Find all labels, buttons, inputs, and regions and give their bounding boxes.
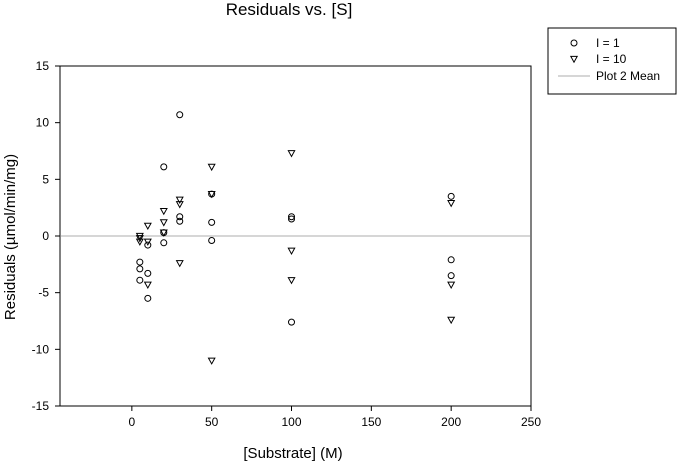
data-point-i10 — [207, 163, 216, 172]
data-point-i10 — [135, 238, 144, 246]
data-point-i10 — [143, 238, 152, 246]
data-point-i1 — [447, 272, 455, 280]
data-point-i1 — [144, 241, 152, 249]
x-tick-label: 150 — [361, 415, 381, 429]
data-point-i10 — [135, 232, 144, 241]
data-point-i10 — [143, 222, 152, 231]
data-point-i1 — [288, 318, 296, 326]
data-point-i10 — [207, 190, 216, 199]
data-points — [135, 111, 456, 365]
data-point-i1 — [136, 265, 144, 273]
y-tick-label: 0 — [42, 229, 49, 243]
data-point-i10 — [159, 229, 168, 237]
chart-title: Residuals vs. [S] — [226, 0, 353, 19]
data-point-i1 — [160, 163, 168, 171]
x-tick-label: 250 — [521, 415, 541, 429]
data-point-i10 — [287, 247, 296, 255]
data-point-i10 — [175, 201, 184, 209]
y-tick-label: -5 — [38, 286, 49, 300]
data-point-i10 — [143, 281, 152, 289]
data-point-i1 — [136, 258, 144, 266]
legend-label-plot2-mean: Plot 2 Mean — [596, 69, 660, 83]
y-tick-label: -15 — [32, 399, 50, 413]
data-point-i10 — [447, 281, 456, 289]
legend-markers — [558, 39, 590, 77]
data-point-i1 — [144, 269, 152, 277]
data-point-i1 — [288, 215, 296, 223]
data-point-i1 — [176, 217, 184, 225]
data-point-i10 — [447, 316, 456, 325]
legend-marker-i10 — [569, 55, 579, 64]
y-tick-label: 5 — [42, 172, 49, 186]
y-tick-label: -10 — [32, 342, 50, 356]
data-point-i10 — [175, 260, 184, 268]
data-point-i1 — [208, 237, 216, 245]
data-point-i1 — [160, 239, 168, 247]
x-axis-title: [Substrate] (M) — [243, 445, 342, 462]
legend-label-i1: I = 1 — [596, 36, 620, 50]
legend-label-i10: I = 10 — [596, 52, 627, 66]
y-tick-label: 15 — [36, 59, 50, 73]
data-point-i1 — [288, 213, 296, 221]
data-point-i10 — [159, 207, 168, 216]
data-point-i1 — [447, 192, 455, 200]
data-point-i10 — [159, 219, 168, 227]
data-point-i10 — [287, 150, 296, 158]
y-axis-title: Residuals (µmol/min/mg) — [2, 154, 19, 320]
data-point-i1 — [208, 218, 216, 226]
data-point-i10 — [207, 357, 216, 365]
data-point-i1 — [176, 213, 184, 221]
data-point-i1 — [447, 256, 455, 264]
legend: I = 1 I = 10 Plot 2 Mean — [547, 27, 677, 95]
data-point-i10 — [175, 196, 184, 204]
x-tick-label: 100 — [281, 415, 301, 429]
data-point-i1 — [144, 294, 152, 302]
data-point-i1 — [176, 111, 184, 119]
x-tick-label: 0 — [129, 415, 136, 429]
legend-marker-i1 — [570, 39, 578, 47]
data-point-i1 — [136, 276, 144, 284]
y-tick-label: 10 — [36, 116, 50, 130]
axis-ticks: 0 50 100 150 200 250 -15 -10 -5 0 5 10 15 — [32, 59, 542, 429]
data-point-i10 — [447, 200, 456, 208]
x-tick-label: 200 — [441, 415, 461, 429]
data-point-i10 — [287, 277, 296, 285]
x-tick-label: 50 — [205, 415, 219, 429]
legend-box — [547, 27, 677, 95]
